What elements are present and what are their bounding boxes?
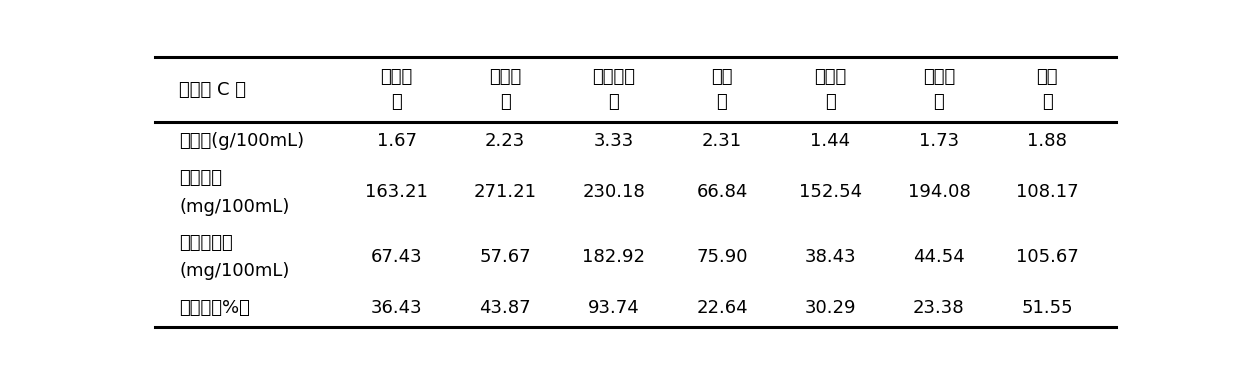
Text: 93.74: 93.74 — [588, 299, 640, 317]
Text: 1.67: 1.67 — [377, 132, 417, 150]
Text: 粉: 粉 — [608, 93, 619, 111]
Text: 粉: 粉 — [392, 93, 402, 111]
Text: 玉米淀: 玉米淀 — [923, 69, 955, 86]
Text: 红薯淀: 红薯淀 — [381, 69, 413, 86]
Text: 清除率（%）: 清除率（%） — [179, 299, 250, 317]
Text: 36.43: 36.43 — [371, 299, 423, 317]
Text: 152.54: 152.54 — [799, 183, 862, 202]
Text: 粉: 粉 — [1042, 93, 1053, 111]
Text: 粉: 粉 — [717, 93, 728, 111]
Text: 1.88: 1.88 — [1028, 132, 1068, 150]
Text: 木薯淀: 木薯淀 — [489, 69, 521, 86]
Text: 粉: 粉 — [934, 93, 945, 111]
Text: 67.43: 67.43 — [371, 248, 423, 266]
Text: 3.33: 3.33 — [594, 132, 634, 150]
Text: 230.18: 230.18 — [582, 183, 645, 202]
Text: 2.23: 2.23 — [485, 132, 526, 150]
Text: 43.87: 43.87 — [480, 299, 531, 317]
Text: 粉: 粉 — [500, 93, 511, 111]
Text: 194.08: 194.08 — [908, 183, 970, 202]
Text: 虫草酸含量: 虫草酸含量 — [179, 234, 233, 252]
Text: 163.21: 163.21 — [366, 183, 428, 202]
Text: (mg/100mL): (mg/100mL) — [179, 198, 289, 216]
Text: 大米: 大米 — [1037, 69, 1058, 86]
Text: 51.55: 51.55 — [1022, 299, 1073, 317]
Text: 57.67: 57.67 — [480, 248, 531, 266]
Text: 粉: 粉 — [825, 93, 836, 111]
Text: 44.54: 44.54 — [913, 248, 965, 266]
Text: 茯苓: 茯苓 — [712, 69, 733, 86]
Text: 1.44: 1.44 — [811, 132, 851, 150]
Text: 105.67: 105.67 — [1016, 248, 1079, 266]
Text: 108.17: 108.17 — [1016, 183, 1079, 202]
Text: 高分子 C 源: 高分子 C 源 — [179, 81, 246, 99]
Text: 22.64: 22.64 — [696, 299, 748, 317]
Text: 271.21: 271.21 — [474, 183, 537, 202]
Text: 铁棍山药: 铁棍山药 — [591, 69, 635, 86]
Text: 生物量(g/100mL): 生物量(g/100mL) — [179, 132, 304, 150]
Text: (mg/100mL): (mg/100mL) — [179, 262, 289, 280]
Text: 182.92: 182.92 — [582, 248, 645, 266]
Text: 66.84: 66.84 — [697, 183, 748, 202]
Text: 小麦淀: 小麦淀 — [815, 69, 847, 86]
Text: 75.90: 75.90 — [696, 248, 748, 266]
Text: 30.29: 30.29 — [805, 299, 856, 317]
Text: 多糖含量: 多糖含量 — [179, 169, 222, 187]
Text: 38.43: 38.43 — [805, 248, 857, 266]
Text: 2.31: 2.31 — [702, 132, 742, 150]
Text: 1.73: 1.73 — [919, 132, 959, 150]
Text: 23.38: 23.38 — [913, 299, 965, 317]
